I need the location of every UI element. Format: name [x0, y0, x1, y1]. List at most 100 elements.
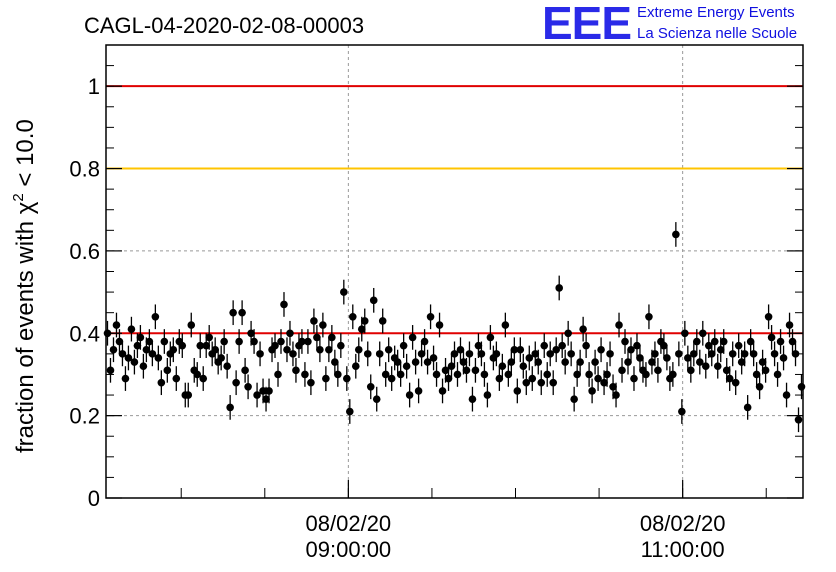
- data-point: [363, 341, 372, 367]
- point-marker: [483, 391, 492, 399]
- data-point: [337, 333, 345, 358]
- data-point: [420, 329, 429, 354]
- data-point: [776, 329, 785, 354]
- data-point: [286, 320, 294, 346]
- data-point: [624, 349, 632, 375]
- point-marker: [145, 337, 154, 346]
- point-marker: [737, 358, 746, 366]
- data-point: [310, 308, 318, 334]
- data-point: [351, 353, 360, 379]
- data-point: [375, 341, 384, 367]
- data-point: [417, 341, 426, 367]
- point-marker: [172, 374, 181, 383]
- point-marker: [758, 358, 767, 366]
- data-point: [265, 378, 273, 404]
- point-marker: [782, 391, 791, 399]
- data-point: [381, 362, 390, 387]
- data-point: [525, 345, 534, 371]
- data-point: [256, 341, 264, 367]
- data-point: [136, 325, 145, 350]
- data-point: [690, 341, 698, 367]
- axes: [106, 44, 803, 499]
- y-tick-label: 0: [88, 486, 100, 511]
- data-point: [118, 341, 127, 367]
- data-point: [570, 386, 578, 412]
- point-marker: [507, 358, 516, 366]
- data-point: [603, 362, 611, 387]
- data-point: [734, 333, 743, 358]
- data-point: [199, 366, 208, 391]
- point-marker: [289, 350, 297, 358]
- point-marker: [651, 350, 659, 358]
- data-point: [340, 279, 348, 305]
- data-point: [471, 357, 480, 383]
- point-marker: [277, 337, 285, 346]
- point-marker: [794, 415, 803, 424]
- data-point: [426, 304, 435, 330]
- data-point: [193, 362, 202, 387]
- data-point: [749, 341, 758, 367]
- data-point: [205, 325, 214, 350]
- data-point: [372, 386, 381, 412]
- chart-title: CAGL-04-2020-02-08-00003: [84, 13, 364, 38]
- point-marker: [157, 378, 166, 387]
- point-marker: [435, 321, 444, 329]
- y-axis-label-main: fraction of events with χ: [12, 201, 39, 453]
- data-point: [755, 374, 764, 400]
- point-marker: [740, 350, 749, 358]
- data-point: [576, 349, 584, 375]
- point-marker: [378, 317, 387, 325]
- logo-mark: EEE: [542, 0, 631, 49]
- data-point: [360, 308, 369, 334]
- data-point: [561, 349, 569, 375]
- point-marker: [492, 350, 501, 358]
- point-marker: [217, 354, 225, 362]
- data-point: [130, 349, 139, 375]
- point-marker: [319, 321, 327, 329]
- data-point: [761, 357, 770, 383]
- data-point: [669, 362, 677, 387]
- data-point: [555, 275, 563, 301]
- data-point: [283, 337, 291, 363]
- x-tick-label-date: 08/02/20: [640, 511, 726, 536]
- data-point: [546, 341, 555, 367]
- point-marker: [785, 321, 794, 329]
- point-marker: [761, 366, 770, 375]
- point-marker: [725, 374, 734, 383]
- point-marker: [118, 350, 127, 358]
- data-point: [534, 349, 543, 375]
- point-marker: [328, 333, 336, 342]
- point-marker: [480, 370, 489, 379]
- data-point: [477, 341, 486, 367]
- data-point: [713, 353, 722, 379]
- point-marker: [163, 366, 172, 375]
- data-point: [334, 362, 342, 387]
- point-marker: [615, 321, 623, 329]
- data-point: [597, 337, 605, 363]
- point-marker: [594, 374, 602, 383]
- point-marker: [369, 296, 378, 305]
- data-point: [501, 312, 510, 338]
- data-point: [178, 333, 187, 358]
- point-marker: [675, 350, 683, 358]
- point-marker: [528, 374, 537, 383]
- data-point: [172, 366, 181, 391]
- point-marker: [462, 366, 471, 375]
- point-marker: [229, 308, 237, 317]
- data-point: [504, 362, 513, 387]
- data-point: [684, 345, 692, 371]
- data-point: [456, 337, 465, 363]
- point-marker: [441, 366, 450, 375]
- data-point: [139, 353, 148, 379]
- point-marker: [396, 370, 405, 379]
- point-marker: [716, 345, 725, 354]
- data-point: [743, 395, 752, 420]
- point-marker: [363, 350, 372, 358]
- data-point: [301, 362, 309, 387]
- point-marker: [283, 345, 291, 354]
- point-marker: [552, 345, 561, 354]
- point-marker: [567, 350, 575, 358]
- point-marker: [591, 358, 599, 366]
- data-point: [585, 362, 593, 387]
- point-marker: [226, 403, 234, 412]
